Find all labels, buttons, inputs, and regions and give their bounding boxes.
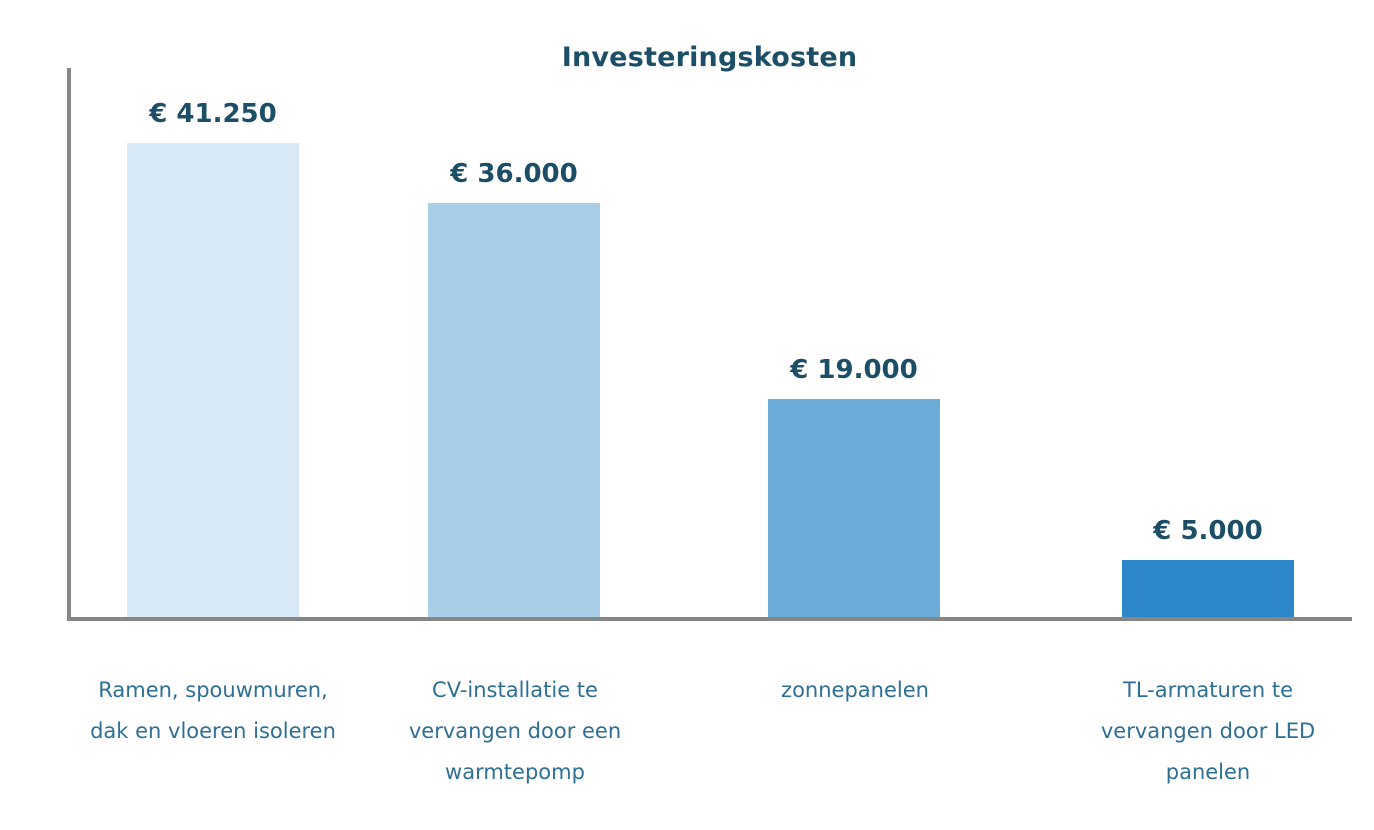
bar [127,143,299,617]
bar-value-label: € 5.000 [1153,516,1263,546]
category-label: zonnepanelen [781,678,929,702]
bar [768,399,940,617]
bar-group: € 36.000 [428,159,600,617]
bar-group: € 5.000 [1122,516,1294,617]
category-label: CV-installatie te vervangen door een war… [408,678,622,784]
bar-value-label: € 41.250 [149,99,277,129]
category-label: Ramen, spouwmuren, dak en vloeren isoler… [90,678,336,743]
bar [1122,560,1294,617]
chart-title: Investeringskosten [561,42,858,73]
bar-group: € 41.250 [127,99,299,617]
bar [428,203,600,617]
bar-value-label: € 36.000 [450,159,578,189]
bar-group: € 19.000 [768,355,940,617]
category-label: TL-armaturen te vervangen door LED panel… [1100,678,1316,784]
plot-area: € 41.250 € 36.000 € 19.000 € 5.000 [67,68,1352,621]
bar-value-label: € 19.000 [790,355,918,385]
